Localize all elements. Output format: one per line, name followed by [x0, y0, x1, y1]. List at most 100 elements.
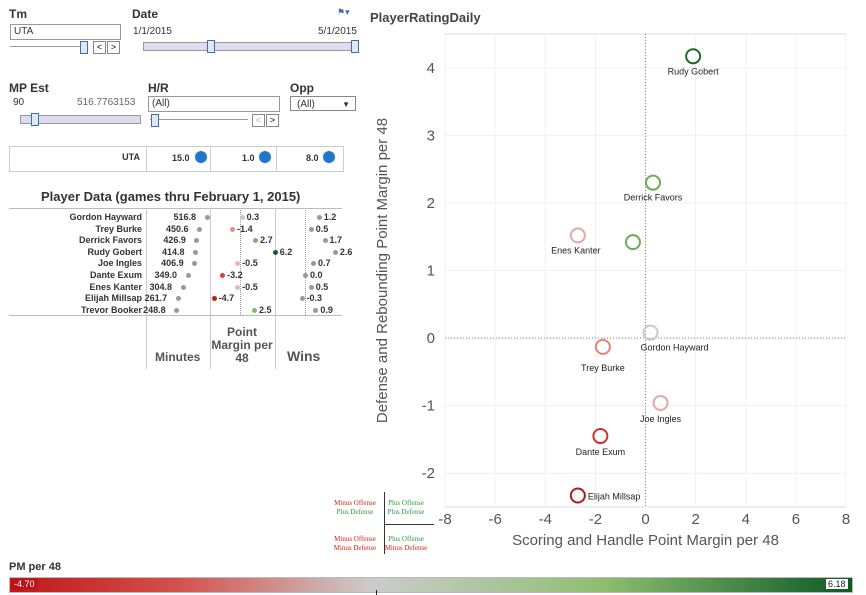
x-tick-label: -4	[539, 511, 552, 528]
opp-label: Opp	[290, 81, 314, 95]
team-pm48-dot	[259, 151, 271, 163]
team-minutes-dot	[195, 151, 207, 163]
hr-prev-button[interactable]: <	[252, 114, 265, 127]
data-point	[642, 324, 659, 341]
tm-prev-button[interactable]: <	[93, 41, 106, 54]
hr-next-button[interactable]: >	[266, 114, 279, 127]
minutes-value: 516.8	[173, 212, 197, 222]
player-data-title: Player Data (games thru February 1, 2015…	[41, 189, 301, 204]
y-tick-label: 2	[427, 195, 435, 212]
wins-value: 2.6	[339, 246, 353, 257]
pm48-dot	[253, 238, 259, 244]
date-range-slider[interactable]	[143, 42, 357, 51]
hr-input[interactable]: (All)	[148, 96, 280, 112]
pm48-dot	[220, 273, 226, 278]
tm-filter-label: Tm	[9, 7, 27, 21]
hr-slider-track[interactable]	[150, 119, 248, 120]
mp-est-slider[interactable]	[20, 115, 141, 124]
pm48-dot	[230, 226, 236, 232]
mp-est-label: MP Est	[9, 81, 49, 95]
pm48-dot	[211, 296, 217, 302]
point-label: Trey Burke	[581, 363, 625, 373]
minutes-dot	[192, 261, 198, 267]
y-tick-label: 3	[427, 127, 435, 144]
x-tick-label: 2	[691, 511, 699, 528]
tm-input[interactable]: UTA	[10, 24, 121, 40]
point-label: Derrick Favors	[624, 193, 683, 203]
quadrant-bottom-left: Minus Offense Minus Defense	[333, 535, 377, 552]
y-tick-label: 0	[427, 330, 435, 347]
wins-value: 0.5	[315, 281, 329, 292]
x-tick-label: 8	[842, 511, 850, 528]
date-end-thumb[interactable]	[351, 40, 359, 53]
mp-est-min-thumb[interactable]	[31, 113, 39, 126]
minutes-dot	[194, 238, 200, 244]
quadrant-bottom-right: Plus Offense Minus Defense	[384, 535, 428, 552]
minutes-value: 248.8	[143, 304, 166, 315]
minutes-dot	[204, 215, 210, 220]
wins-value: 0.5	[315, 223, 329, 234]
x-tick-label: 0	[641, 511, 649, 528]
player-name: Gordon Hayward	[69, 212, 142, 222]
minutes-value: 261.7	[144, 293, 168, 304]
date-end: 5/1/2015	[318, 26, 357, 37]
y-tick-label: 1	[427, 263, 435, 280]
data-point	[652, 394, 669, 411]
y-axis-label: Defense and Rebounding Point Margin per …	[374, 118, 391, 423]
wins-value: 0.9	[320, 304, 333, 315]
x-tick-label: 4	[742, 511, 750, 528]
legend-zero-marker	[376, 590, 377, 595]
minutes-value: 304.8	[149, 281, 173, 292]
team-summary-row	[9, 146, 344, 172]
data-point	[569, 227, 586, 244]
date-start: 1/1/2015	[133, 26, 172, 37]
date-start-thumb[interactable]	[207, 40, 215, 53]
player-name: Rudy Gobert	[87, 246, 142, 257]
data-point	[624, 234, 641, 251]
wins-dot	[311, 261, 317, 267]
pm48-value: -3.2	[227, 270, 243, 280]
x-tick-label: -2	[589, 511, 602, 528]
point-label: Enes Kanter	[551, 245, 601, 255]
wins-value: 0.7	[318, 258, 331, 269]
pm48-value: 6.2	[279, 246, 293, 257]
wins-dot	[308, 226, 314, 232]
scatter-chart: -8 -6 -4 -2 0 2 4 6 8 -2 -1 0 1 2 3 4 Scoring and Handle…	[374, 33, 850, 549]
x-tick-label: -6	[488, 511, 501, 528]
pm48-dot	[235, 261, 241, 267]
wins-value: 1.2	[323, 212, 337, 222]
date-filter-label: Date	[132, 7, 159, 21]
tm-next-button[interactable]: >	[107, 41, 120, 54]
mp-est-max: 516.7763153	[77, 97, 136, 108]
legend-max: 6.18	[826, 579, 848, 589]
minutes-value: 426.9	[163, 235, 186, 246]
wins-dot	[303, 273, 308, 278]
point-label: Dante Exum	[576, 447, 626, 457]
x-tick-label: -8	[438, 511, 451, 528]
wins-dot	[299, 296, 305, 302]
data-point	[645, 174, 662, 191]
player-name: Enes Kanter	[89, 281, 142, 292]
col-wins-header: Wins	[287, 348, 321, 364]
point-label: Joe Ingles	[640, 414, 682, 424]
pm48-value: 2.5	[259, 304, 272, 315]
tm-slider-track[interactable]	[10, 46, 85, 47]
chevron-down-icon: ▼	[342, 100, 350, 109]
opp-dropdown[interactable]: (All) ▼	[290, 96, 356, 111]
data-point	[685, 48, 702, 65]
y-tick-label: -2	[422, 465, 435, 482]
pm48-value: 0.3	[246, 212, 260, 222]
point-label: Gordon Hayward	[641, 343, 709, 353]
minutes-dot	[174, 307, 180, 313]
x-axis-label: Scoring and Handle Point Margin per 48	[512, 532, 779, 549]
quadrant-h-line	[384, 524, 434, 525]
quadrant-top-left: Minus Offense Plus Defense	[334, 499, 376, 516]
tm-slider-thumb[interactable]	[80, 41, 88, 54]
player-name: Trevor Booker	[80, 304, 142, 315]
date-menu-icon[interactable]: ⚑▾	[337, 7, 350, 17]
wins-dot	[308, 284, 314, 290]
minutes-dot	[197, 226, 202, 232]
player-name: Joe Ingles	[97, 258, 142, 269]
wins-dot	[332, 249, 338, 255]
hr-slider-thumb[interactable]	[151, 114, 159, 127]
